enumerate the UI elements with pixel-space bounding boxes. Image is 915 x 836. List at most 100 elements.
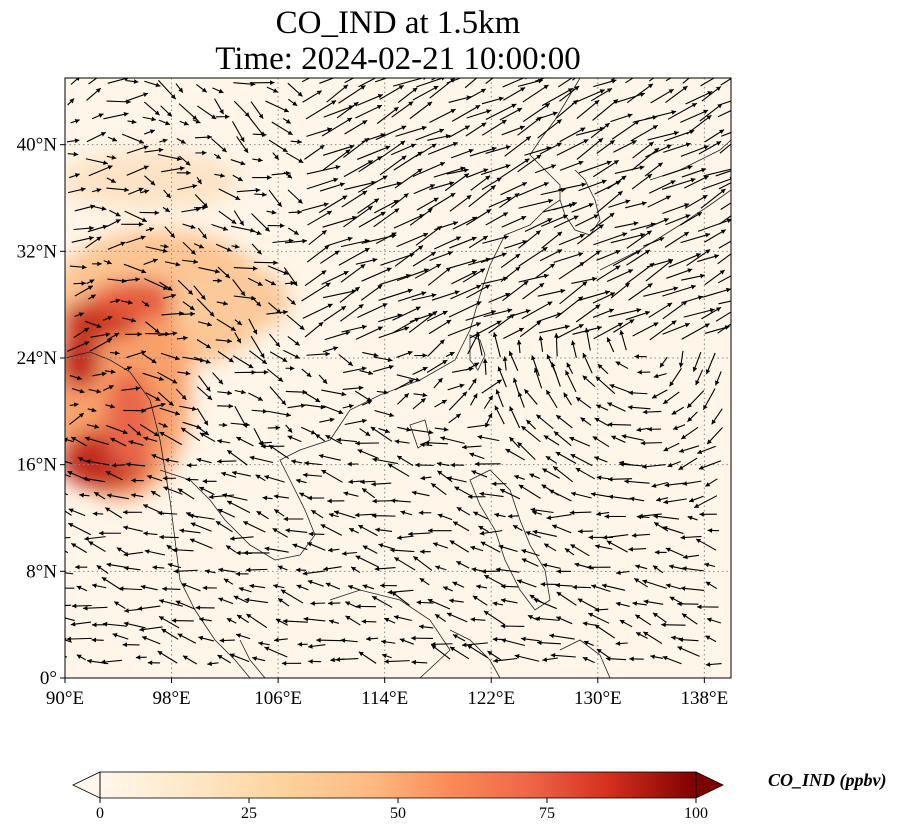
wind-arrow (680, 145, 709, 157)
wind-arrow (535, 78, 546, 82)
wind-arrow (68, 173, 80, 179)
wind-arrow (661, 177, 696, 190)
wind-arrow (182, 223, 196, 230)
wind-arrow (264, 646, 288, 658)
wind-arrow (266, 368, 284, 383)
colorbar-tick-label: 75 (539, 805, 555, 822)
wind-arrow (631, 173, 653, 190)
wind-arrow (667, 460, 681, 468)
wind-arrow (376, 106, 399, 124)
wind-arrow (662, 391, 680, 405)
wind-arrow (682, 480, 702, 486)
wind-arrow (500, 583, 519, 589)
wind-arrow (705, 581, 718, 590)
wind-arrow (504, 240, 528, 249)
wind-arrow (662, 165, 693, 177)
wind-arrow (267, 425, 281, 431)
wind-arrow (606, 337, 615, 353)
wind-arrow (342, 551, 357, 556)
wind-arrow (342, 366, 367, 374)
wind-arrow (176, 335, 188, 341)
wind-arrow (378, 427, 390, 434)
wind-arrow (537, 288, 566, 297)
wind-arrow (440, 436, 465, 444)
wind-arrow (198, 321, 212, 327)
wind-arrow (575, 467, 596, 480)
wind-arrow (215, 114, 230, 120)
wind-arrow (67, 151, 79, 157)
wind-arrow (250, 335, 265, 359)
wind-arrow (320, 250, 340, 264)
wind-arrow (122, 642, 140, 648)
wind-arrow (70, 78, 80, 85)
wind-arrow (282, 118, 292, 124)
wind-arrow (84, 436, 109, 446)
wind-arrow (319, 182, 345, 192)
wind-arrow (649, 320, 677, 341)
wind-arrow (662, 322, 691, 335)
wind-arrow (682, 554, 700, 560)
wind-arrow (296, 584, 309, 591)
wind-arrow (524, 218, 553, 232)
wind-arrow (116, 547, 128, 555)
colorbar-extend-high (695, 771, 724, 799)
wind-arrow (306, 244, 330, 263)
wind-arrow (537, 640, 562, 646)
wind-arrow (264, 279, 277, 286)
wind-arrow (319, 78, 336, 84)
wind-arrow (208, 494, 235, 500)
wind-arrow (608, 494, 631, 500)
wind-arrow (164, 457, 179, 463)
wind-arrow (517, 391, 525, 408)
wind-arrow (687, 515, 698, 521)
wind-arrow (91, 637, 104, 643)
wind-arrow (452, 633, 466, 642)
wind-arrow (305, 100, 337, 120)
wind-arrow (268, 444, 290, 459)
wind-arrow (541, 231, 563, 249)
wind-arrow (464, 78, 478, 89)
wind-arrow (322, 346, 339, 353)
wind-arrow (413, 392, 428, 398)
wind-arrow (538, 324, 570, 334)
wind-arrow (199, 486, 215, 496)
wind-arrow (66, 636, 92, 642)
wind-arrow (196, 176, 202, 185)
wind-arrow (665, 583, 681, 590)
wind-arrow (141, 300, 150, 307)
wind-arrow (668, 564, 685, 570)
wind-arrow (158, 80, 177, 100)
wind-arrow (613, 318, 635, 333)
wind-arrow (662, 655, 682, 665)
wind-arrow (695, 369, 704, 386)
wind-arrow (144, 80, 161, 88)
wind-arrow (102, 621, 128, 627)
wind-arrow (698, 140, 722, 155)
wind-arrow (361, 267, 392, 282)
wind-arrow (230, 159, 246, 166)
coastline-segment (559, 639, 611, 678)
wind-arrow (285, 389, 308, 395)
wind-arrow (667, 102, 698, 120)
wind-arrow (412, 85, 439, 101)
wind-arrow (125, 462, 146, 467)
wind-arrow (587, 612, 610, 624)
wind-arrow (532, 529, 557, 537)
wind-arrow (594, 456, 608, 463)
wind-arrow (199, 617, 212, 622)
x-tick-label: 122°E (467, 688, 515, 709)
wind-arrow (316, 637, 343, 643)
wind-arrow (497, 366, 507, 388)
wind-arrow (703, 168, 731, 177)
wind-arrow (354, 390, 372, 402)
wind-arrow (302, 570, 326, 576)
wind-arrow (431, 644, 451, 660)
wind-arrow (359, 428, 371, 437)
wind-arrow (662, 284, 697, 297)
wind-arrow (355, 326, 384, 340)
wind-arrow (680, 426, 699, 440)
wind-arrow (326, 236, 353, 247)
wind-arrow (362, 545, 378, 554)
wind-arrow (519, 320, 542, 338)
wind-arrow (699, 103, 723, 122)
